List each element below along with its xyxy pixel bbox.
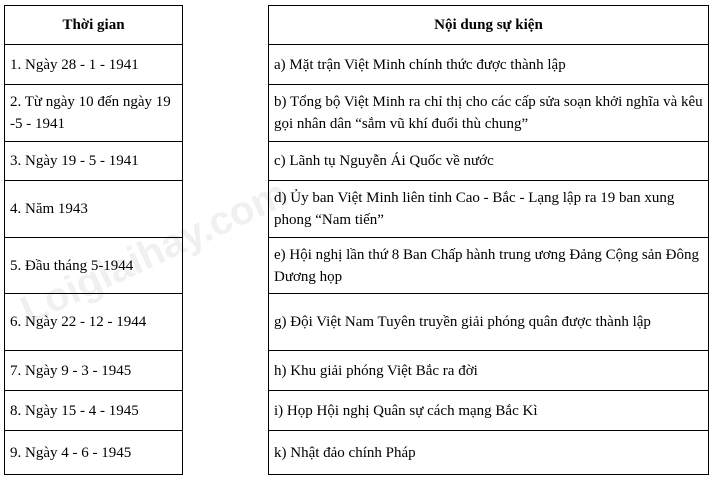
time-cell: 8. Ngày 15 - 4 - 1945 bbox=[4, 390, 183, 431]
event-cell: e) Hội nghị lần thứ 8 Ban Chấp hành trun… bbox=[268, 237, 709, 294]
time-cell: 6. Ngày 22 - 12 - 1944 bbox=[4, 293, 183, 351]
event-cell: g) Đội Việt Nam Tuyên truyền giải phóng … bbox=[268, 293, 709, 351]
time-cell: 7. Ngày 9 - 3 - 1945 bbox=[4, 350, 183, 391]
header-time: Thời gian bbox=[4, 5, 183, 45]
event-cell: k) Nhật đảo chính Pháp bbox=[268, 430, 709, 475]
time-table: Thời gian 1. Ngày 28 - 1 - 1941 2. Từ ng… bbox=[4, 5, 183, 475]
event-cell: i) Họp Hội nghị Quân sự cách mạng Bắc Kì bbox=[268, 390, 709, 431]
event-cell: h) Khu giải phóng Việt Bắc ra đời bbox=[268, 350, 709, 391]
time-cell: 5. Đầu tháng 5-1944 bbox=[4, 237, 183, 294]
header-event: Nội dung sự kiện bbox=[268, 5, 709, 45]
time-cell: 9. Ngày 4 - 6 - 1945 bbox=[4, 430, 183, 475]
event-cell: b) Tổng bộ Việt Minh ra chỉ thị cho các … bbox=[268, 84, 709, 142]
time-cell: 2. Từ ngày 10 đến ngày 19 -5 - 1941 bbox=[4, 84, 183, 142]
event-cell: a) Mặt trận Việt Minh chính thức được th… bbox=[268, 44, 709, 85]
time-cell: 1. Ngày 28 - 1 - 1941 bbox=[4, 44, 183, 85]
time-cell: 4. Năm 1943 bbox=[4, 180, 183, 238]
time-cell: 3. Ngày 19 - 5 - 1941 bbox=[4, 141, 183, 181]
event-cell: d) Ủy ban Việt Minh liên tỉnh Cao - Bắc … bbox=[268, 180, 709, 238]
event-cell: c) Lãnh tụ Nguyễn Ái Quốc về nước bbox=[268, 141, 709, 181]
event-table: Nội dung sự kiện a) Mặt trận Việt Minh c… bbox=[268, 5, 709, 475]
